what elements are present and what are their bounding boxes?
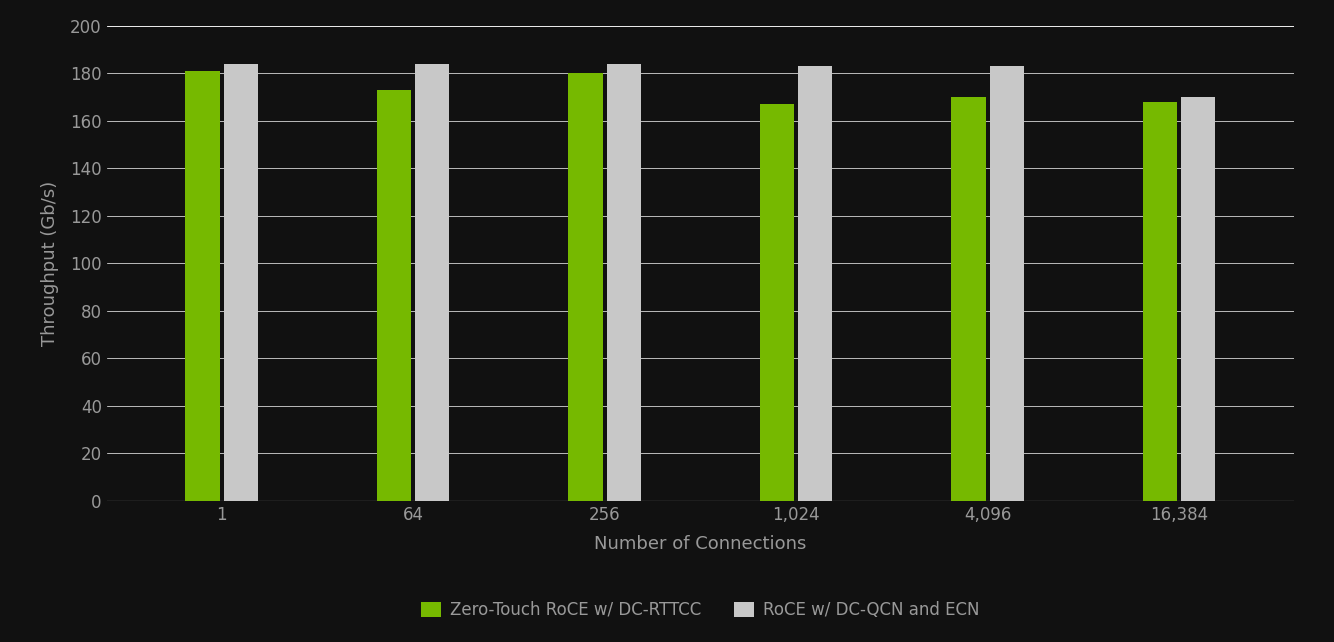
X-axis label: Number of Connections: Number of Connections (594, 535, 807, 553)
Bar (951, 97, 986, 501)
Bar (798, 66, 832, 501)
Bar (760, 104, 794, 501)
Bar (376, 90, 411, 501)
Bar (1143, 101, 1177, 501)
Bar (185, 71, 220, 501)
Bar (568, 73, 603, 501)
Bar (224, 64, 257, 501)
Legend: Zero-Touch RoCE w/ DC-RTTCC, RoCE w/ DC-QCN and ECN: Zero-Touch RoCE w/ DC-RTTCC, RoCE w/ DC-… (415, 594, 986, 625)
Bar (990, 66, 1025, 501)
Bar (607, 64, 642, 501)
Y-axis label: Throughput (Gb/s): Throughput (Gb/s) (41, 180, 59, 346)
Bar (415, 64, 450, 501)
Bar (1181, 97, 1215, 501)
